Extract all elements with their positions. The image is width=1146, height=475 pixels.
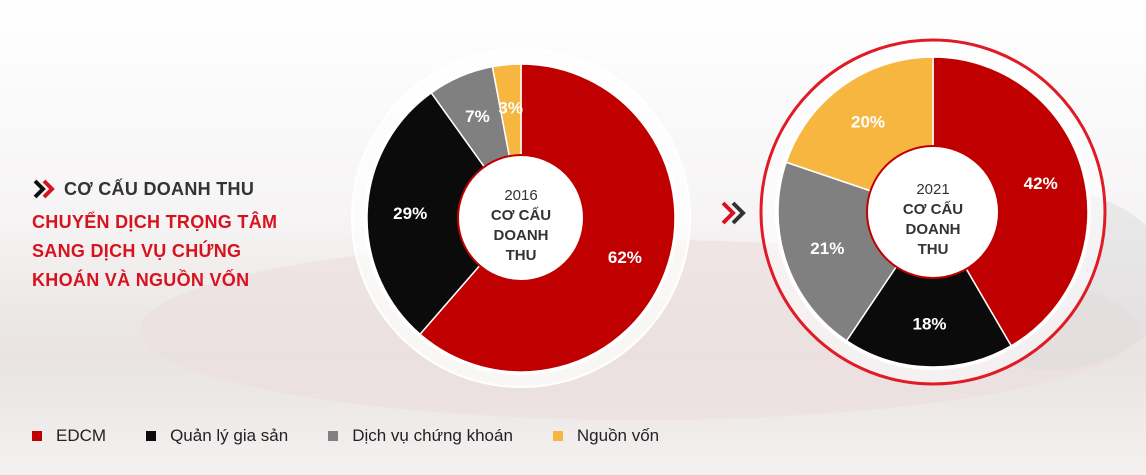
center-year: 2016 [504,187,537,204]
kicker-row: CƠ CẤU DOANH THU [32,178,352,200]
slice-label: 29% [393,204,427,223]
center-year: 2021 [916,181,949,198]
donut-chart-2021: 42% 18% 21% 20% 2021 CƠ CẤU DOANH THU [759,38,1107,386]
center-label: CƠ CẤU [903,201,963,218]
headline-line: KHOÁN VÀ NGUỒN VỐN [32,270,250,290]
heading-block: CƠ CẤU DOANH THU CHUYỂN DỊCH TRỌNG TÂM S… [32,178,352,295]
legend-item: Quản lý gia sản [146,426,288,446]
legend-label: Dịch vụ chứng khoán [352,426,513,445]
chevron-double-right-icon [33,179,55,199]
kicker-label: CƠ CẤU DOANH THU [64,178,255,199]
slice-label: 7% [465,107,490,126]
chevron-double-right-icon [721,201,746,225]
pie-slice [845,210,1013,368]
legend-swatch [552,431,563,441]
legend: EDCM Quản lý gia sản Dịch vụ chứng khoán… [32,426,699,446]
center-label: THU [506,247,537,264]
center-label: DOANH [906,221,961,238]
legend-swatch [32,431,42,441]
donut-hole [871,150,995,274]
donut-hole [462,159,580,277]
legend-swatch [328,431,339,441]
slice-label: 62% [608,248,642,267]
center-label: CƠ CẤU [491,207,551,224]
legend-label: EDCM [56,426,107,445]
slice-label: 20% [851,112,885,131]
legend-item: EDCM [32,426,106,446]
headline: CHUYỂN DỊCH TRỌNG TÂM SANG DỊCH VỤ CHỨNG… [32,208,352,295]
donut-chart-2016: 62% 29% 7% 3% 2016 CƠ CẤU DOANH THU [351,48,691,388]
slice-label: 18% [912,315,946,334]
slice-label: 21% [810,239,844,258]
legend-swatch [146,431,157,441]
slice-label: 42% [1024,174,1058,193]
pie-slice [366,91,522,336]
legend-label: Nguồn vốn [576,426,660,445]
pie-slice [932,56,1089,347]
headline-line: CHUYỂN DỊCH TRỌNG TÂM [32,212,278,232]
slice-label: 3% [498,99,523,118]
legend-item: Dịch vụ chứng khoán [328,426,513,446]
center-label: THU [918,241,949,258]
legend-label: Quản lý gia sản [170,426,289,445]
legend-item: Nguồn vốn [552,426,660,446]
center-label: DOANH [494,227,549,244]
headline-line: SANG DỊCH VỤ CHỨNG [32,241,242,261]
